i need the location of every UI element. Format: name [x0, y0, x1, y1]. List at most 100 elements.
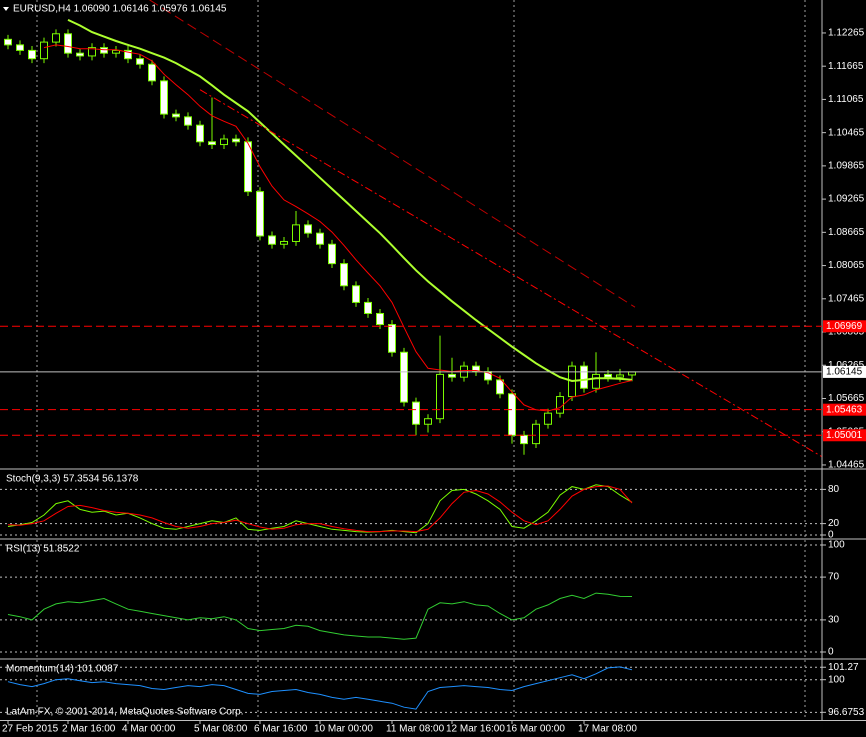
- x-tick-label: 11 Mar 08:00: [386, 724, 445, 735]
- candle-body: [412, 401, 420, 425]
- y-tick-label: 100: [828, 540, 845, 551]
- indicator-line: [7, 485, 633, 533]
- y-tick-label: 1.04465: [828, 460, 865, 471]
- candle-body: [196, 124, 204, 143]
- panel-title: Momentum(14) 101.0087: [6, 664, 119, 675]
- candle-body: [172, 113, 180, 118]
- y-tick-label: 1.09865: [828, 161, 865, 172]
- candle-body: [592, 373, 600, 389]
- candle-body: [148, 63, 156, 82]
- y-tick-label: 1.08665: [828, 227, 865, 238]
- candle-body: [112, 49, 120, 54]
- candle-body: [136, 58, 144, 65]
- candle-body: [304, 224, 312, 234]
- y-tick-label: 1.12265: [828, 28, 865, 39]
- panel-title: EURUSD,H4 1.06090 1.06146 1.05976 1.0614…: [13, 4, 227, 15]
- x-tick-label: 16 Mar 00:00: [506, 724, 565, 735]
- y-tick-label: 70: [828, 572, 840, 583]
- candle-body: [532, 423, 540, 445]
- trend-line: [149, 0, 636, 308]
- y-tick-label: 1.11065: [828, 94, 864, 105]
- candle-body: [508, 393, 516, 436]
- candle-body: [580, 365, 588, 389]
- indicator-line: [7, 592, 633, 640]
- menu-triangle[interactable]: [3, 7, 9, 11]
- candle-body: [388, 324, 396, 353]
- y-tick-label: 1.05665: [828, 393, 865, 404]
- candle-body: [364, 301, 372, 314]
- x-tick-label: 10 Mar 00:00: [314, 724, 373, 735]
- candle-body: [316, 232, 324, 245]
- candle-body: [88, 47, 96, 57]
- level-label-bg: [823, 320, 866, 333]
- y-tick-label: 1.06265: [828, 360, 865, 371]
- last-price-label: 1.06145: [826, 367, 863, 378]
- candle-body: [352, 285, 360, 303]
- candle-body: [76, 52, 84, 57]
- candle-body: [400, 351, 408, 403]
- candle-body: [100, 47, 108, 54]
- candle-body: [376, 312, 384, 326]
- level-label: 1.06969: [826, 321, 863, 332]
- candle-body: [448, 373, 456, 378]
- x-tick-label: 27 Feb 2015: [2, 724, 59, 735]
- candle-body: [16, 44, 24, 51]
- candle-body: [616, 374, 624, 378]
- copyright: LatAm FX, © 2001-2014, MetaQuotes Softwa…: [6, 707, 244, 718]
- x-tick-label: 6 Mar 16:00: [254, 724, 308, 735]
- y-tick-label: 96.6753: [828, 707, 865, 718]
- candle-body: [184, 116, 192, 126]
- x-tick-label: 12 Mar 16:00: [446, 724, 505, 735]
- candle-body: [64, 33, 72, 54]
- indicator-line: [67, 18, 633, 383]
- level-label: 1.05001: [826, 430, 863, 441]
- candle-body: [268, 235, 276, 245]
- candle-body: [544, 412, 552, 425]
- last-price-bg: [823, 365, 866, 378]
- candle-body: [496, 379, 504, 395]
- y-tick-label: 1.09265: [828, 194, 865, 205]
- x-tick-label: 2 Mar 16:00: [62, 724, 116, 735]
- level-label-bg: [823, 403, 866, 416]
- candle-body: [280, 240, 288, 245]
- candle-body: [424, 418, 432, 425]
- y-tick-label: 80: [828, 484, 840, 495]
- y-tick-label: 100: [828, 674, 845, 685]
- candle-body: [604, 373, 612, 378]
- y-tick-label: 0: [828, 530, 834, 541]
- panel-title: Stoch(9,3,3) 57.3534 56.1378: [6, 474, 139, 485]
- candle-body: [436, 373, 444, 420]
- candle-body: [292, 224, 300, 242]
- level-label: 1.05463: [826, 404, 863, 415]
- candle-body: [244, 141, 252, 193]
- level-label-bg: [823, 429, 866, 442]
- x-tick-label: 4 Mar 00:00: [122, 724, 176, 735]
- x-tick-label: 5 Mar 08:00: [194, 724, 248, 735]
- candle-body: [340, 263, 348, 287]
- candle-body: [52, 33, 60, 43]
- candle-body: [124, 49, 132, 60]
- indicator-line: [7, 666, 633, 710]
- panel-title: RSI(13) 51.8522: [6, 544, 80, 555]
- candle-body: [232, 138, 240, 143]
- indicator-line: [43, 44, 633, 412]
- y-tick-label: 30: [828, 615, 840, 626]
- y-tick-label: 20: [828, 518, 840, 529]
- candle-body: [328, 243, 336, 265]
- y-tick-label: 1.10465: [828, 127, 865, 138]
- candle-body: [256, 191, 264, 237]
- y-tick-label: 1.07465: [828, 293, 865, 304]
- y-tick-label: 1.11665: [828, 61, 864, 72]
- candle-body: [160, 80, 168, 115]
- candle-body: [4, 38, 12, 46]
- indicator-line: [7, 484, 633, 534]
- candle-body: [220, 138, 228, 146]
- y-tick-label: 101.27: [828, 662, 859, 673]
- candle-body: [208, 141, 216, 146]
- y-tick-label: 0: [828, 647, 834, 658]
- candle-body: [28, 49, 36, 60]
- y-tick-label: 1.08065: [828, 260, 865, 271]
- candle-body: [520, 434, 528, 445]
